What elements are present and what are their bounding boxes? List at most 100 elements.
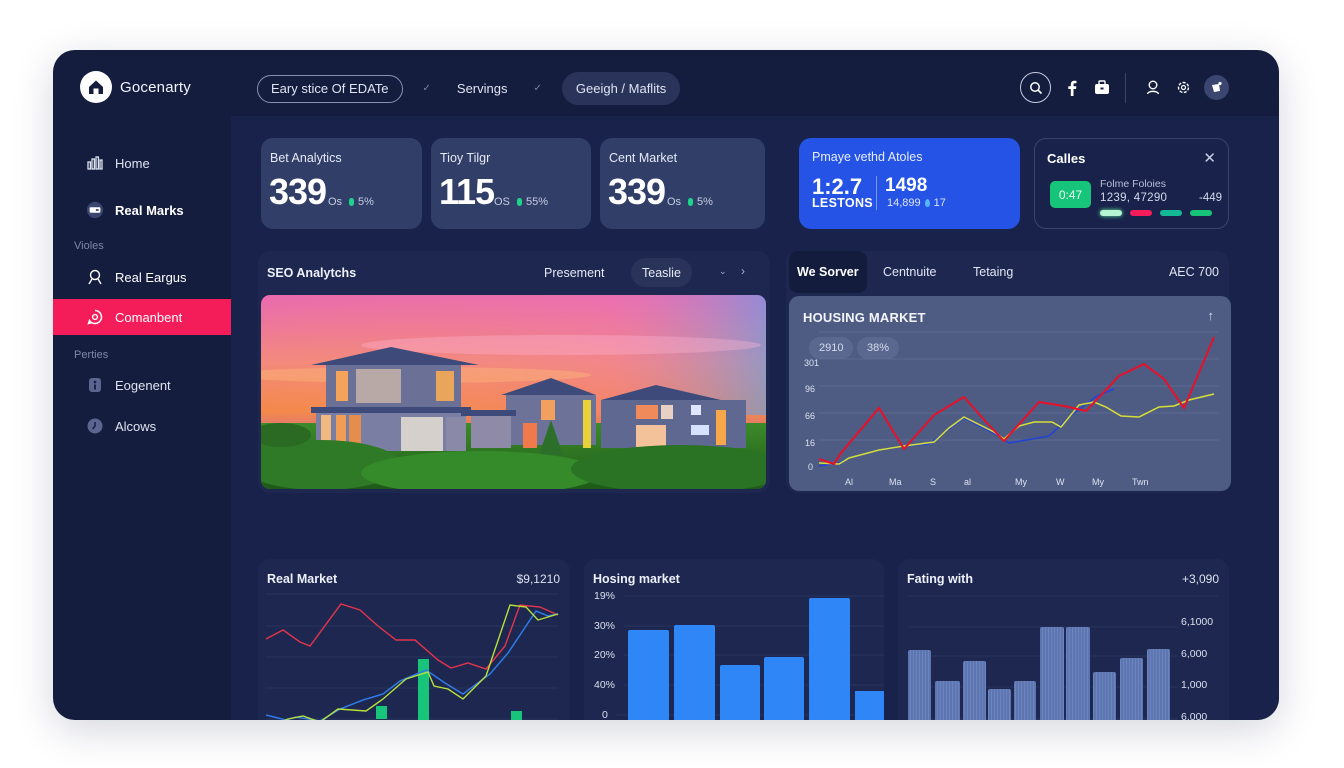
nav-item-1[interactable]: Servings xyxy=(456,81,508,96)
highlight-secondary-value: 1498 xyxy=(885,175,928,196)
dashboard-window: Gocenarty Eary stice Of EDATe ✓ Servings… xyxy=(53,50,1279,720)
sidebar-item-label: Real Eargus xyxy=(115,269,187,285)
chevron-down-icon[interactable]: ⌄ xyxy=(719,266,727,276)
stat-label: Cent Market xyxy=(609,151,678,165)
indicator-bar xyxy=(1160,210,1182,216)
sidebar-item-real-marks[interactable]: Real Marks xyxy=(53,192,231,228)
svg-text:301: 301 xyxy=(804,358,819,368)
stat-card-bet-analytics[interactable]: Bet Analytics 339 Os 5% xyxy=(261,138,422,229)
sidebar: Home Real Marks Violes Real Eargus Coman… xyxy=(53,116,231,720)
sidebar-item-alcows[interactable]: Alcows xyxy=(53,408,231,444)
tab-centnuite[interactable]: Centnuite xyxy=(883,265,937,279)
sales-value-2: -449 xyxy=(1199,192,1223,204)
arrow-up-icon[interactable]: ↑ xyxy=(1207,308,1215,323)
stat-delta-value: 5% xyxy=(697,196,713,208)
sidebar-item-label: Alcows xyxy=(115,418,157,434)
tab-presement[interactable]: Presement xyxy=(544,266,605,280)
highlight-label: Pmaye vethd Atoles xyxy=(812,150,923,164)
nav-separator-icon: ✓ xyxy=(422,83,431,94)
svg-text:30%: 30% xyxy=(594,620,615,632)
chart-title: HOUSING MARKET xyxy=(803,310,926,325)
seo-analytics-panel: SEO Analytchs Presement Teaslie ⌄ › xyxy=(258,251,770,493)
housing-tabs-panel: We Sorver Centnuite Tetaing AEC 700 HOUS… xyxy=(786,251,1231,493)
svg-text:Al: Al xyxy=(845,477,853,487)
chart-value: $9,1210 xyxy=(516,572,560,586)
svg-text:0: 0 xyxy=(602,709,608,720)
trend-dot-icon xyxy=(517,198,522,206)
stat-card-cent-market[interactable]: Cent Market 339 Os 5% xyxy=(600,138,765,229)
chevron-right-icon[interactable]: › xyxy=(741,264,745,278)
seo-title: SEO Analytchs xyxy=(267,266,357,280)
svg-text:1,000: 1,000 xyxy=(1181,679,1207,691)
briefcase-icon[interactable] xyxy=(1087,73,1117,103)
svg-text:0: 0 xyxy=(808,462,813,472)
stat-unit: Os xyxy=(667,196,682,208)
highlight-primary-caption: LESTONS xyxy=(812,196,873,210)
stat-delta-value: 5% xyxy=(358,196,374,208)
stat-label: Tioy Tilgr xyxy=(440,151,491,165)
rating-bar-card: Fating with +3,090 xyxy=(898,559,1229,720)
clock-icon xyxy=(86,417,104,435)
filter-chip[interactable]: 2910 xyxy=(809,337,854,359)
housing-market-chart: HOUSING MARKET ↑ 2910 38% 301 96 xyxy=(789,296,1231,491)
sidebar-item-label: Eogenent xyxy=(115,377,171,393)
close-icon[interactable]: ✕ xyxy=(1203,150,1216,167)
top-icons xyxy=(1020,72,1229,103)
svg-text:al: al xyxy=(964,477,971,487)
filter-chip[interactable]: 38% xyxy=(857,337,900,359)
chart-title: Hosing market xyxy=(593,572,680,586)
stat-label: Bet Analytics xyxy=(270,151,342,165)
stat-delta: 55% xyxy=(517,196,548,208)
svg-text:19%: 19% xyxy=(594,590,615,602)
sidebar-item-label: Real Marks xyxy=(115,202,184,218)
settings-icon[interactable] xyxy=(1168,73,1198,103)
user-icon[interactable] xyxy=(1138,73,1168,103)
svg-text:W: W xyxy=(1056,477,1065,487)
main-content: Bet Analytics 339 Os 5% Tioy Tilgr 115 O… xyxy=(231,116,1279,720)
sidebar-item-real-eargus[interactable]: Real Eargus xyxy=(53,259,231,295)
stat-unit: OS xyxy=(494,196,510,208)
sidebar-item-eogenent[interactable]: Eogenent xyxy=(53,367,231,403)
facebook-icon[interactable] xyxy=(1057,73,1087,103)
brand-name: Gocenarty xyxy=(120,78,191,96)
real-market-card: Real Market $9,1210 VAl xyxy=(258,559,570,720)
stat-value: 339 xyxy=(608,171,666,212)
top-nav: Eary stice Of EDATe ✓ Servings ✓ Geeigh … xyxy=(257,72,681,105)
brand[interactable]: Gocenarty xyxy=(80,71,191,103)
nav-item-0[interactable]: Eary stice Of EDATe xyxy=(257,74,403,103)
avatar-icon[interactable] xyxy=(1204,75,1229,100)
highlight-secondary-delta: 17 xyxy=(933,197,946,209)
svg-text:6,000: 6,000 xyxy=(1181,648,1207,660)
bar-chart-svg: 19% 30% 20% 40% 0 2018 2027 xyxy=(594,590,884,720)
stat-delta-value: 55% xyxy=(526,196,549,208)
top-bar: Gocenarty Eary stice Of EDATe ✓ Servings… xyxy=(53,50,1279,116)
search-icon[interactable] xyxy=(1020,72,1051,103)
svg-text:6,000: 6,000 xyxy=(1181,711,1207,720)
sales-indicators xyxy=(1100,210,1212,216)
trend-dot-icon xyxy=(349,198,354,206)
housing-bar-card: Hosing market 19% 30% 20% 40% 0 xyxy=(584,559,884,720)
stat-card-tioy-tilgr[interactable]: Tioy Tilgr 115 OS 55% xyxy=(431,138,591,229)
sidebar-section-label: Perties xyxy=(74,349,109,361)
nav-item-2[interactable]: Geeigh / Maflits xyxy=(561,72,681,105)
chart-title: Fating with xyxy=(907,572,973,586)
sidebar-item-comanbent[interactable]: Comanbent xyxy=(53,299,231,335)
highlight-primary-value: 1:2.7 xyxy=(812,174,863,199)
wallet-icon xyxy=(86,201,104,219)
svg-text:20%: 20% xyxy=(594,649,615,661)
highlight-card[interactable]: Pmaye vethd Atoles 1:2.7 LESTONS 1498 14… xyxy=(799,138,1020,229)
indicator-bar xyxy=(1100,210,1122,216)
tab-teaslie[interactable]: Teaslie xyxy=(631,258,692,287)
trend-dot-icon xyxy=(688,198,693,206)
tab-tetaing[interactable]: Tetaing xyxy=(973,265,1014,279)
svg-text:Twn: Twn xyxy=(1132,477,1149,487)
sales-badge: 0:47 xyxy=(1050,181,1091,208)
toolbar-divider xyxy=(1125,72,1126,103)
svg-text:S: S xyxy=(930,477,936,487)
sidebar-item-home[interactable]: Home xyxy=(53,145,231,181)
tab-we-sorver[interactable]: We Sorver xyxy=(789,251,867,293)
drop-icon xyxy=(924,199,930,207)
chat-icon xyxy=(86,308,104,326)
sidebar-item-label: Home xyxy=(115,155,150,171)
indicator-bar xyxy=(1190,210,1212,216)
